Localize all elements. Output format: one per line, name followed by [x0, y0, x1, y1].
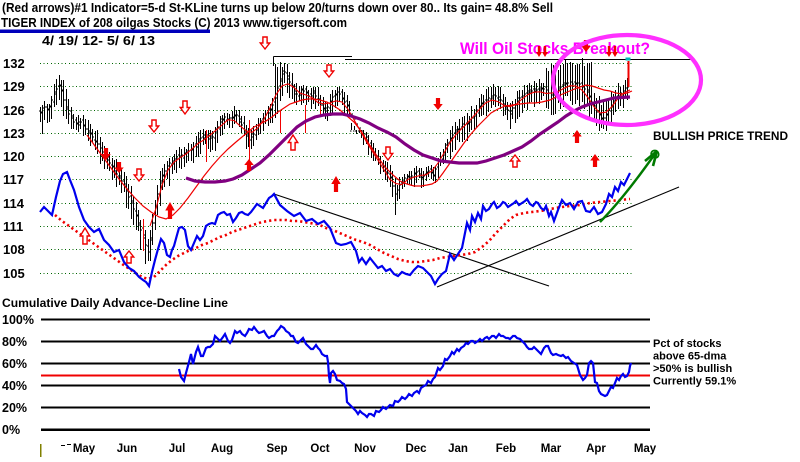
svg-text:60%: 60%: [2, 357, 27, 371]
svg-text:0%: 0%: [2, 423, 20, 437]
svg-text:100%: 100%: [2, 313, 34, 327]
svg-text:Nov: Nov: [354, 443, 376, 455]
svg-text:May: May: [73, 443, 96, 455]
svg-text:Will Oil Stocks Breakout?: Will Oil Stocks Breakout?: [460, 40, 650, 58]
svg-text:>50% is bullish: >50% is bullish: [653, 363, 732, 375]
svg-text:114: 114: [3, 196, 25, 211]
svg-text:Feb: Feb: [496, 443, 516, 455]
svg-text:TIGER INDEX of 208 oilgas Sto: TIGER INDEX of 208 oilgas Stocks (C) 201…: [1, 16, 347, 30]
svg-text:Aug: Aug: [211, 443, 233, 455]
svg-text:120: 120: [3, 149, 25, 164]
svg-text:Pct of stocks: Pct of stocks: [653, 338, 721, 350]
svg-text:20%: 20%: [2, 401, 27, 415]
svg-text:123: 123: [3, 126, 25, 141]
svg-text:117: 117: [3, 172, 24, 187]
svg-text:Apr: Apr: [586, 443, 606, 455]
svg-text:(Red arrows)#1 Indicator=5-d S: (Red arrows)#1 Indicator=5-d St-KLine tu…: [2, 1, 553, 15]
svg-text:Sep: Sep: [266, 443, 287, 455]
svg-text:129: 129: [3, 79, 25, 94]
svg-text:132: 132: [3, 56, 25, 71]
svg-text:Jan: Jan: [448, 443, 468, 455]
svg-text:BULLISH PRICE TREND: BULLISH PRICE TREND: [653, 129, 788, 143]
svg-text:4/ 19/ 12- 5/ 6/ 13: 4/ 19/ 12- 5/ 6/ 13: [42, 34, 155, 48]
svg-text:Mar: Mar: [541, 443, 562, 455]
svg-text:Jul: Jul: [169, 443, 186, 455]
svg-text:Currently 59.1%: Currently 59.1%: [653, 376, 736, 388]
svg-text:105: 105: [3, 266, 25, 281]
svg-text:Dec: Dec: [405, 443, 427, 455]
svg-text:Oct: Oct: [310, 443, 329, 455]
svg-text:Jun: Jun: [117, 443, 137, 455]
svg-text:May: May: [634, 443, 657, 455]
svg-text:108: 108: [3, 242, 25, 257]
svg-text:80%: 80%: [2, 335, 27, 349]
svg-text:40%: 40%: [2, 379, 27, 393]
svg-text:111: 111: [3, 219, 23, 234]
svg-text:above 65-dma: above 65-dma: [653, 351, 727, 363]
svg-text:Cumulative Daily Advance-Decli: Cumulative Daily Advance-Decline Line: [2, 296, 228, 310]
svg-text:126: 126: [3, 103, 25, 118]
